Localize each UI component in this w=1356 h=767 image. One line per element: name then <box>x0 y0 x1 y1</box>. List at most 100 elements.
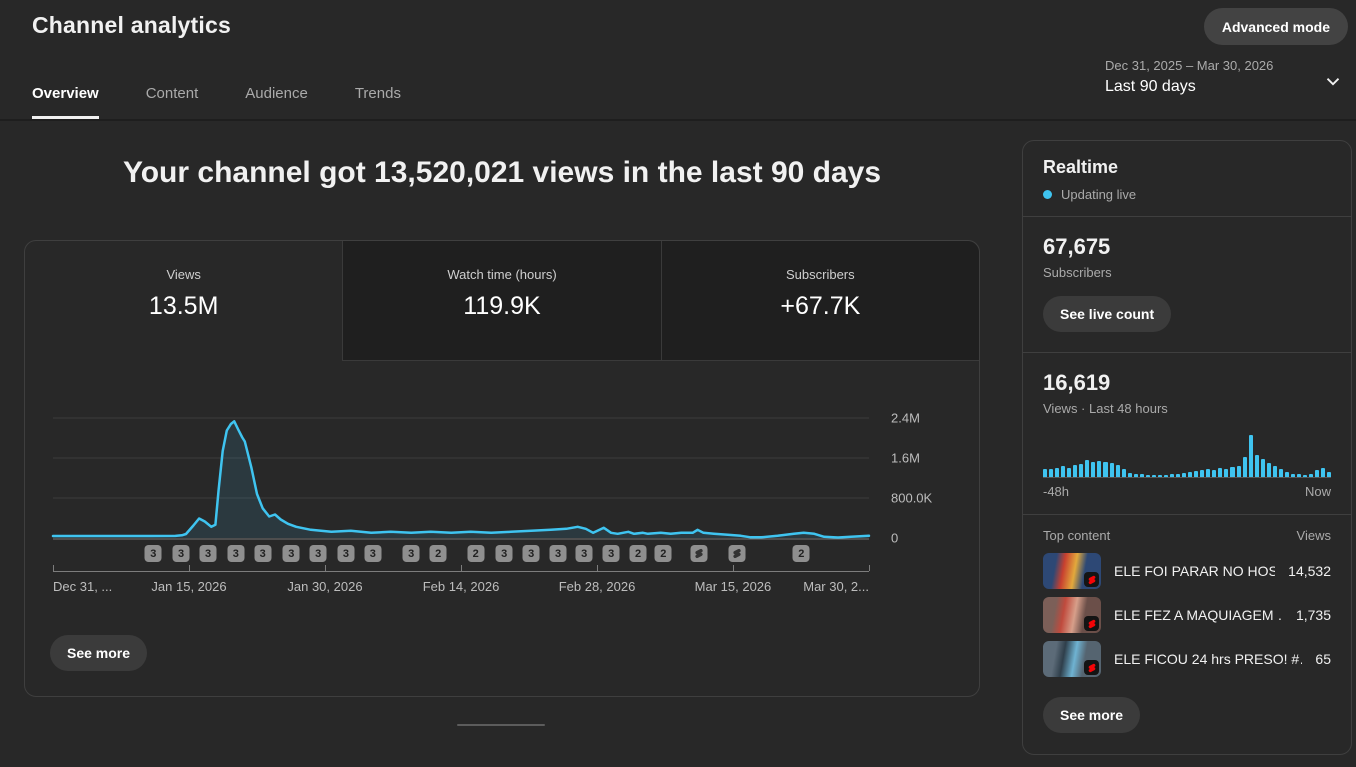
x-axis-tick <box>597 565 599 571</box>
upload-marker-chip[interactable]: 3 <box>364 545 382 562</box>
realtime-bar <box>1157 475 1162 477</box>
tab-overview[interactable]: Overview <box>32 85 99 119</box>
upload-marker-chip[interactable]: 3 <box>495 545 513 562</box>
metric-tab-label: Watch time (hours) <box>447 267 557 282</box>
realtime-bar <box>1236 466 1241 477</box>
realtime-bar <box>1097 461 1102 477</box>
metric-tab-subscribers[interactable]: Subscribers +67.7K <box>660 241 979 361</box>
chart-x-axis-labels: Dec 31, ... Jan 15, 2026 Jan 30, 2026 Feb 1… <box>53 579 869 597</box>
realtime-see-more-button[interactable]: See more <box>1043 697 1141 733</box>
x-axis-tick <box>189 565 191 571</box>
realtime-bar <box>1079 464 1084 477</box>
top-content-row[interactable]: ELE FICOU 24 hrs PRESO! #… 65 <box>1023 637 1351 681</box>
date-range-picker[interactable]: Dec 31, 2025 – Mar 30, 2026 Last 90 days <box>1105 58 1345 96</box>
shorts-upload-marker-chip[interactable] <box>728 545 746 562</box>
upload-marker-chip[interactable]: 3 <box>172 545 190 562</box>
upload-marker-row: 3 3 3 3 3 3 3 3 3 3 2 2 3 3 3 3 3 2 2 2 <box>53 545 869 563</box>
realtime-bar <box>1230 467 1235 477</box>
upload-marker-chip[interactable]: 3 <box>575 545 593 562</box>
top-content-row[interactable]: ELE FEZ A MAQUIAGEM … 1,735 <box>1023 593 1351 637</box>
realtime-bar <box>1284 472 1289 477</box>
tab-content[interactable]: Content <box>145 85 199 102</box>
realtime-bar <box>1169 474 1175 477</box>
video-thumbnail <box>1043 597 1101 633</box>
shorts-upload-marker-chip[interactable] <box>690 545 708 562</box>
analytics-header: Channel analytics Advanced mode Overview… <box>0 0 1356 121</box>
x-axis-tick-label: Jan 15, 2026 <box>151 579 227 594</box>
video-title: ELE FOI PARAR NO HOS… <box>1114 563 1276 579</box>
realtime-bar <box>1206 469 1211 477</box>
y-axis-tick-label: 1.6M <box>891 450 920 466</box>
upload-marker-chip[interactable]: 3 <box>309 545 327 562</box>
axis-left-label: -48h <box>1043 484 1070 499</box>
top-content-row[interactable]: ELE FOI PARAR NO HOS… 14,532 <box>1023 549 1351 593</box>
x-axis-tick <box>461 565 462 571</box>
y-axis-tick-label: 0 <box>891 530 899 546</box>
realtime-bar <box>1043 469 1048 477</box>
upload-marker-chip[interactable]: 2 <box>467 545 485 562</box>
upload-marker-chip[interactable]: 3 <box>402 545 420 562</box>
upload-marker-count: 2 <box>798 547 805 560</box>
see-more-button[interactable]: See more <box>50 635 148 671</box>
realtime-48h-axis: -48h Now <box>1023 478 1351 514</box>
upload-marker-count: 3 <box>408 547 415 560</box>
metric-tab-value: 119.9K <box>463 292 541 320</box>
metric-tab-views[interactable]: Views 13.5M <box>25 241 342 361</box>
metric-tab-watch-time-hours-[interactable]: Watch time (hours) 119.9K <box>342 241 661 361</box>
upload-marker-chip[interactable]: 3 <box>337 545 355 562</box>
advanced-mode-button[interactable]: Advanced mode <box>1203 8 1348 45</box>
realtime-bar <box>1260 459 1265 477</box>
upload-marker-chip[interactable]: 3 <box>549 545 567 562</box>
upload-marker-count: 2 <box>435 547 442 560</box>
upload-marker-count: 3 <box>178 547 185 560</box>
upload-marker-count: 3 <box>581 547 588 560</box>
top-content-label: Top content <box>1043 528 1111 543</box>
realtime-status: Updating live <box>1023 178 1351 216</box>
live-dot-icon <box>1043 190 1052 199</box>
realtime-title: Realtime <box>1043 157 1119 177</box>
date-range-text: Dec 31, 2025 – Mar 30, 2026 <box>1105 58 1274 73</box>
upload-marker-chip[interactable]: 3 <box>602 545 620 562</box>
video-title: ELE FEZ A MAQUIAGEM … <box>1114 607 1283 623</box>
upload-marker-chip[interactable]: 3 <box>199 545 217 562</box>
x-axis-tick-label: Jan 30, 2026 <box>287 579 363 594</box>
realtime-bar <box>1085 460 1090 477</box>
metric-tab-value: +67.7K <box>780 292 861 320</box>
upload-marker-chip[interactable]: 2 <box>629 545 647 562</box>
top-content-header: Top content Views <box>1023 515 1351 549</box>
realtime-bar <box>1278 469 1283 477</box>
see-live-count-button[interactable]: See live count <box>1043 296 1172 332</box>
metric-tab-label: Subscribers <box>786 267 855 282</box>
upload-marker-chip[interactable]: 2 <box>654 545 672 562</box>
realtime-bar <box>1139 474 1144 477</box>
tab-trends[interactable]: Trends <box>354 85 401 102</box>
realtime-bar <box>1103 462 1108 477</box>
upload-marker-chip[interactable]: 3 <box>522 545 540 562</box>
x-axis-tick <box>324 565 326 571</box>
realtime-bar <box>1321 468 1326 477</box>
metric-tab-value: 13.5M <box>148 292 219 320</box>
realtime-bar <box>1145 475 1150 477</box>
video-views: 65 <box>1315 651 1331 667</box>
realtime-bar <box>1188 472 1193 477</box>
upload-marker-chip[interactable]: 3 <box>144 545 162 562</box>
realtime-views-label: Views · Last 48 hours <box>1043 401 1168 416</box>
upload-marker-chip[interactable]: 2 <box>429 545 447 562</box>
upload-marker-chip[interactable]: 2 <box>792 545 810 562</box>
realtime-bar <box>1133 474 1138 477</box>
tab-audience[interactable]: Audience <box>245 85 308 102</box>
upload-marker-chip[interactable]: 3 <box>227 545 245 562</box>
page-title: Channel analytics <box>32 12 231 38</box>
upload-marker-chip[interactable]: 3 <box>254 545 272 562</box>
upload-marker-count: 3 <box>528 547 535 560</box>
upload-marker-chip[interactable]: 3 <box>282 545 300 562</box>
chevron-down-icon[interactable] <box>1322 70 1344 97</box>
analytics-tab-bar: Overview Content Audience Trends <box>32 85 401 119</box>
upload-marker-count: 3 <box>150 547 157 560</box>
upload-marker-count: 2 <box>635 547 642 560</box>
video-thumbnail <box>1043 641 1101 677</box>
realtime-bar <box>1248 435 1253 477</box>
upload-marker-count: 3 <box>259 547 266 560</box>
realtime-bar <box>1327 472 1332 477</box>
realtime-bar <box>1315 470 1320 477</box>
